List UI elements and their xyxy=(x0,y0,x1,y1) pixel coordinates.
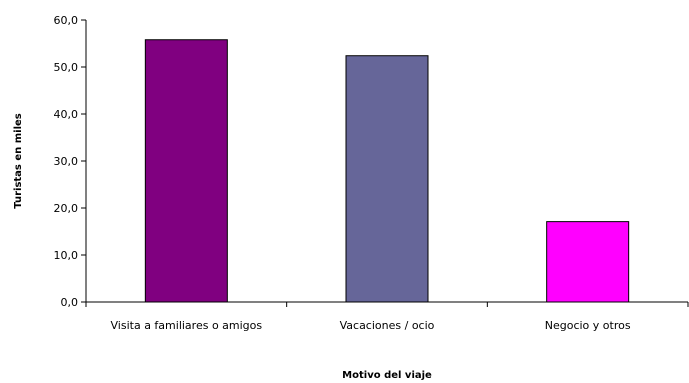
y-tick-label: 10,0 xyxy=(54,249,79,262)
y-tick-label: 30,0 xyxy=(54,155,79,168)
y-tick-label: 0,0 xyxy=(61,296,79,309)
category-labels: Visita a familiares o amigos Vacaciones /… xyxy=(111,319,631,332)
bar-1 xyxy=(144,39,228,303)
y-axis-ticks: 0,0 10,0 20,0 30,0 40,0 50,0 60,0 xyxy=(54,14,86,309)
bars xyxy=(144,39,630,303)
category-label: Vacaciones / ocio xyxy=(340,319,435,332)
x-axis-title: Motivo del viaje xyxy=(342,370,432,381)
y-tick-label: 40,0 xyxy=(54,108,79,121)
category-label: Negocio y otros xyxy=(545,319,631,332)
category-label: Visita a familiares o amigos xyxy=(111,319,263,332)
y-axis-title: Turistas en miles xyxy=(13,113,24,209)
x-axis-ticks xyxy=(85,302,689,307)
y-tick-label: 60,0 xyxy=(54,14,79,27)
bar-3 xyxy=(546,221,630,303)
y-tick-label: 50,0 xyxy=(54,61,79,74)
y-tick-label: 20,0 xyxy=(54,202,79,215)
bar-2 xyxy=(345,55,429,303)
